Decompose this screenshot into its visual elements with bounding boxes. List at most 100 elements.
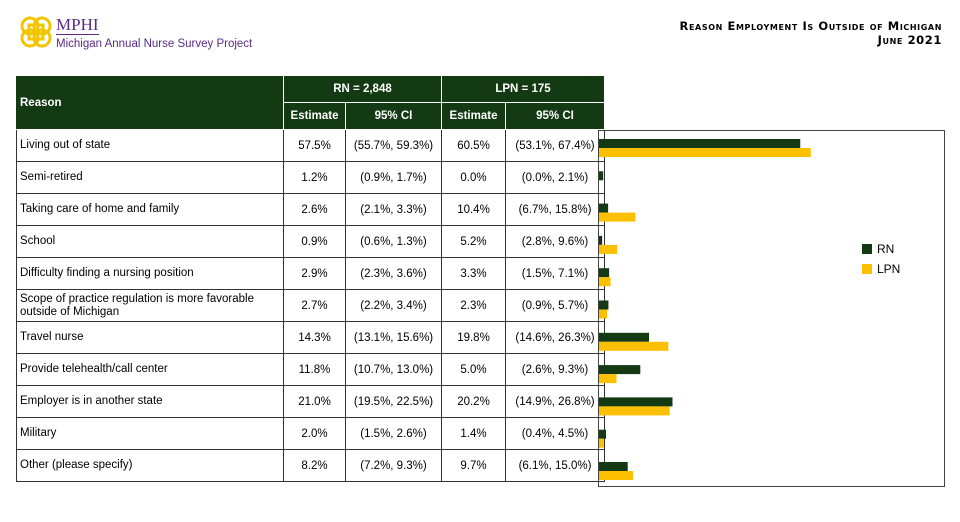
- bar-lpn: [599, 374, 617, 384]
- page-title: Reason Employment Is Outside of Michigan…: [680, 19, 942, 47]
- lpn-estimate-cell: 3.3%: [441, 257, 506, 290]
- rn-ci-cell: (55.7%, 59.3%): [345, 129, 442, 162]
- bar-rn: [599, 397, 673, 407]
- results-table: Reason RN = 2,848 LPN = 175 Estimate 95%…: [16, 75, 605, 482]
- rn-estimate-cell: 2.0%: [283, 417, 346, 450]
- rn-ci-cell: (2.2%, 3.4%): [345, 289, 442, 322]
- table-row: Travel nurse 14.3% (13.1%, 15.6%) 19.8% (14.…: [16, 321, 605, 354]
- plot-frame: [598, 130, 945, 487]
- reason-cell: Living out of state: [16, 129, 284, 162]
- lpn-estimate-cell: 5.2%: [441, 225, 506, 258]
- reason-cell: Semi-retired: [16, 161, 284, 194]
- table-row: Taking care of home and family 2.6% (2.1%,…: [16, 193, 605, 226]
- rn-ci-cell: (0.6%, 1.3%): [345, 225, 442, 258]
- rn-ci-cell: (7.2%, 9.3%): [345, 449, 442, 482]
- lpn-group-header: LPN = 175: [441, 75, 605, 103]
- rn-ci-cell: (10.7%, 13.0%): [345, 353, 442, 386]
- lpn-ci-cell: (0.0%, 2.1%): [505, 161, 605, 194]
- lpn-ci-header: 95% CI: [505, 102, 605, 130]
- lpn-ci-cell: (1.5%, 7.1%): [505, 257, 605, 290]
- lpn-ci-cell: (0.9%, 5.7%): [505, 289, 605, 322]
- rn-estimate-cell: 2.9%: [283, 257, 346, 290]
- rn-estimate-cell: 14.3%: [283, 321, 346, 354]
- table-row: Semi-retired 1.2% (0.9%, 1.7%) 0.0% (0.0%, 2…: [16, 161, 605, 194]
- bar-lpn: [599, 406, 670, 416]
- legend-item-lpn: LPN: [862, 262, 900, 276]
- lpn-estimate-header: Estimate: [441, 102, 506, 130]
- table-row: Military 2.0% (1.5%, 2.6%) 1.4% (0.4%, 4.5%): [16, 417, 605, 450]
- bar-chart: [598, 130, 945, 487]
- bar-lpn: [599, 277, 611, 287]
- reason-header: Reason: [16, 75, 284, 130]
- bar-rn: [599, 332, 650, 342]
- legend-label-rn: RN: [877, 242, 895, 256]
- mphi-logo-icon: [20, 16, 52, 48]
- bar-rn: [599, 300, 609, 310]
- lpn-ci-cell: (53.1%, 67.4%): [505, 129, 605, 162]
- rn-group-header: RN = 2,848: [283, 75, 442, 103]
- lpn-estimate-cell: 1.4%: [441, 417, 506, 450]
- table-row: Living out of state 57.5% (55.7%, 59.3%) 60…: [16, 129, 605, 162]
- lpn-estimate-cell: 2.3%: [441, 289, 506, 322]
- bar-rn: [599, 462, 628, 471]
- lpn-estimate-cell: 10.4%: [441, 193, 506, 226]
- lpn-ci-cell: (14.6%, 26.3%): [505, 321, 605, 354]
- lpn-estimate-cell: 60.5%: [441, 129, 506, 162]
- legend-swatch-lpn: [862, 264, 872, 274]
- lpn-ci-cell: (6.7%, 15.8%): [505, 193, 605, 226]
- logo: MPHI Michigan Annual Nurse Survey Projec…: [18, 12, 258, 56]
- logo-brand: MPHI: [56, 15, 99, 35]
- rn-estimate-cell: 8.2%: [283, 449, 346, 482]
- legend-label-lpn: LPN: [877, 262, 901, 276]
- bar-lpn: [599, 309, 608, 319]
- rn-estimate-cell: 1.2%: [283, 161, 346, 194]
- table-row: Other (please specify) 8.2% (7.2%, 9.3%) 9.…: [16, 449, 605, 482]
- rn-ci-cell: (2.3%, 3.6%): [345, 257, 442, 290]
- reason-cell: Employer is in another state: [16, 385, 284, 418]
- bar-rn: [599, 235, 603, 245]
- reason-cell: Taking care of home and family: [16, 193, 284, 226]
- lpn-ci-cell: (0.4%, 4.5%): [505, 417, 605, 450]
- bar-lpn: [599, 212, 636, 222]
- reason-cell: Provide telehealth/call center: [16, 353, 284, 386]
- rn-ci-cell: (2.1%, 3.3%): [345, 193, 442, 226]
- reason-cell: Travel nurse: [16, 321, 284, 354]
- reason-cell: Military: [16, 417, 284, 450]
- legend-swatch-rn: [862, 244, 872, 254]
- table-row: Employer is in another state 21.0% (19.5%,…: [16, 385, 605, 418]
- rn-estimate-cell: 11.8%: [283, 353, 346, 386]
- reason-cell: Difficulty finding a nursing position: [16, 257, 284, 290]
- title-date: June 2021: [877, 33, 942, 47]
- reason-cell: Scope of practice regulation is more fav…: [16, 289, 284, 322]
- lpn-ci-cell: (2.8%, 9.6%): [505, 225, 605, 258]
- bar-lpn: [599, 244, 618, 254]
- lpn-estimate-cell: 9.7%: [441, 449, 506, 482]
- lpn-ci-cell: (2.6%, 9.3%): [505, 353, 605, 386]
- bar-rn: [599, 203, 609, 213]
- rn-estimate-cell: 2.7%: [283, 289, 346, 322]
- lpn-estimate-cell: 19.8%: [441, 321, 506, 354]
- table-row: Difficulty finding a nursing position 2.9…: [16, 257, 605, 290]
- rn-ci-cell: (0.9%, 1.7%): [345, 161, 442, 194]
- bar-lpn: [599, 341, 669, 351]
- rn-estimate-cell: 0.9%: [283, 225, 346, 258]
- rn-estimate-cell: 2.6%: [283, 193, 346, 226]
- lpn-estimate-cell: 20.2%: [441, 385, 506, 418]
- rn-ci-cell: (19.5%, 22.5%): [345, 385, 442, 418]
- legend-item-rn: RN: [862, 242, 894, 256]
- bar-lpn: [599, 438, 604, 448]
- lpn-estimate-cell: 5.0%: [441, 353, 506, 386]
- bar-rn: [599, 268, 610, 278]
- rn-estimate-header: Estimate: [283, 102, 346, 130]
- reason-cell: Other (please specify): [16, 449, 284, 482]
- rn-ci-header: 95% CI: [345, 102, 442, 130]
- bar-lpn: [599, 471, 633, 480]
- table-row: Scope of practice regulation is more fav…: [16, 289, 605, 322]
- table-row: School 0.9% (0.6%, 1.3%) 5.2% (2.8%, 9.6%): [16, 225, 605, 258]
- bar-rn: [599, 171, 604, 181]
- logo-subtitle: Michigan Annual Nurse Survey Project: [56, 38, 253, 50]
- rn-estimate-cell: 57.5%: [283, 129, 346, 162]
- reason-cell: School: [16, 225, 284, 258]
- lpn-ci-cell: (6.1%, 15.0%): [505, 449, 605, 482]
- title-line1: Reason Employment Is Outside of Michigan: [679, 19, 942, 33]
